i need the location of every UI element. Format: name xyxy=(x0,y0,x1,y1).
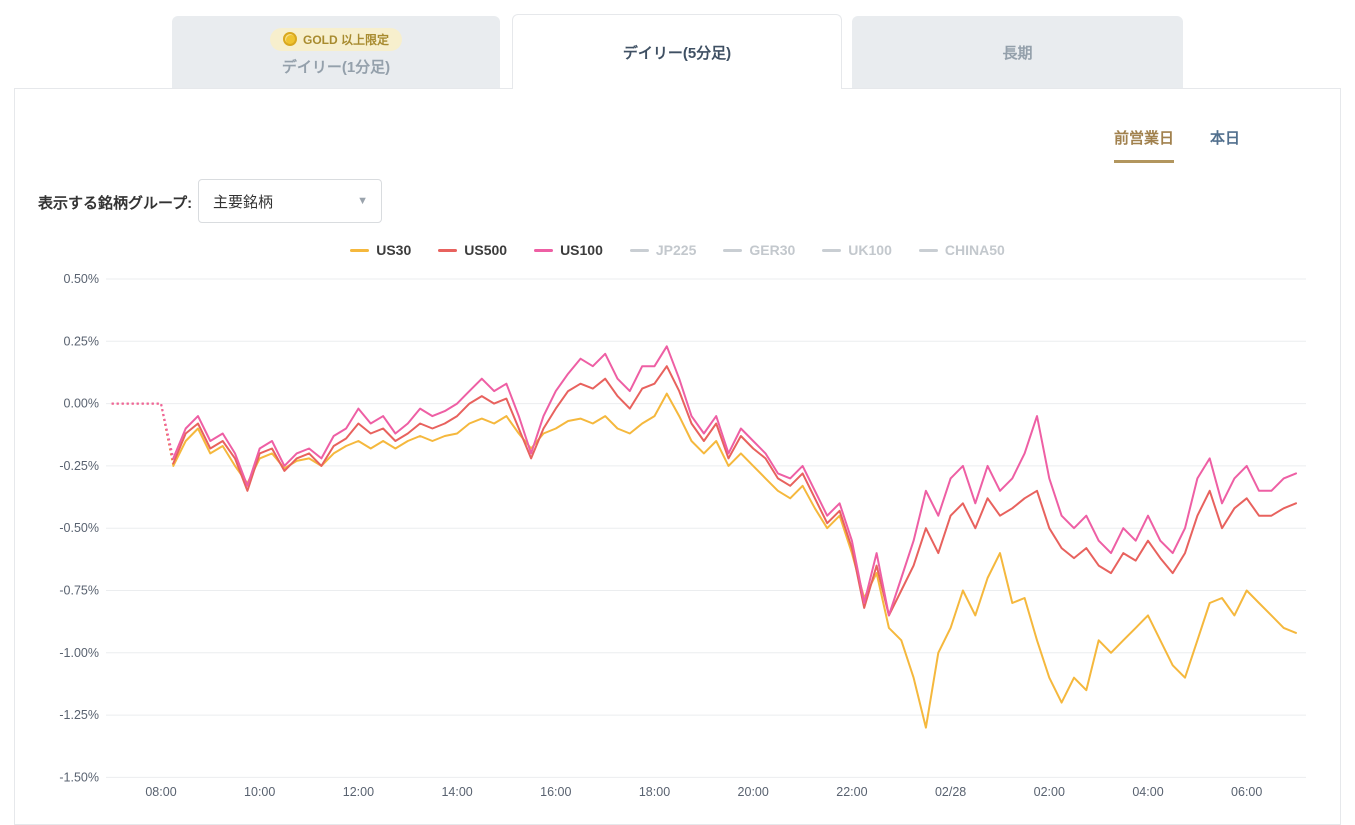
legend-label: CHINA50 xyxy=(944,242,1005,258)
series-dash-icon xyxy=(918,248,938,252)
series-dash-icon xyxy=(350,248,370,252)
x-tick-label: 02/28 xyxy=(935,785,966,799)
gold-badge: GOLD 以上限定 xyxy=(270,27,402,51)
series-dash-icon xyxy=(822,248,842,252)
legend-item-china50[interactable]: CHINA50 xyxy=(918,242,1005,258)
x-tick-label: 02:00 xyxy=(1034,785,1065,799)
x-tick-label: 08:00 xyxy=(145,785,176,799)
series-dash-icon xyxy=(723,248,743,252)
y-tick-label: -0.25% xyxy=(59,459,99,473)
symbol-group-label: 表示する銘柄グループ: xyxy=(38,195,193,212)
x-tick-label: 22:00 xyxy=(836,785,867,799)
x-tick-label: 20:00 xyxy=(738,785,769,799)
today-link[interactable]: 本日 xyxy=(1209,130,1240,147)
series-dash-icon xyxy=(438,248,458,252)
legend-label: US100 xyxy=(560,242,603,258)
tab-daily-1min[interactable]: GOLD 以上限定 デイリー(1分足) xyxy=(172,16,500,88)
x-tick-label: 16:00 xyxy=(540,785,571,799)
series-dash-icon xyxy=(534,248,554,252)
symbol-group-value: 主要銘柄 xyxy=(213,193,274,211)
series-line-us500 xyxy=(172,365,1297,617)
chevron-down-icon: ▼ xyxy=(357,195,368,207)
period-links: 前営業日 本日 xyxy=(1113,127,1240,163)
y-tick-label: -1.00% xyxy=(59,646,99,660)
legend-label: US30 xyxy=(376,242,412,258)
x-tick-label: 04:00 xyxy=(1132,785,1163,799)
series-line-us100 xyxy=(172,345,1297,617)
tab-long-term[interactable]: 長期 xyxy=(852,16,1183,88)
legend-item-us500[interactable]: US500 xyxy=(438,242,507,258)
series-line-us30 xyxy=(172,392,1297,729)
series-line-start-us100 xyxy=(111,402,175,459)
legend-label: GER30 xyxy=(749,242,796,258)
legend-item-uk100[interactable]: UK100 xyxy=(822,242,892,258)
symbol-group-select[interactable]: 主要銘柄 ▼ xyxy=(198,179,382,223)
x-tick-label: 10:00 xyxy=(244,785,275,799)
x-tick-label: 14:00 xyxy=(441,785,472,799)
x-tick-label: 06:00 xyxy=(1231,785,1262,799)
y-tick-label: -1.50% xyxy=(59,770,99,784)
gold-coin-icon xyxy=(283,32,297,46)
tab-daily-5min[interactable]: デイリー(5分足) xyxy=(512,14,842,89)
tab-label: デイリー(5分足) xyxy=(622,44,732,62)
series-line-start-us500 xyxy=(111,402,175,464)
legend-label: US500 xyxy=(464,242,508,258)
legend-item-jp225[interactable]: JP225 xyxy=(629,242,697,258)
legend-label: UK100 xyxy=(848,242,892,258)
gold-badge-label: GOLD 以上限定 xyxy=(303,32,389,47)
legend-label: JP225 xyxy=(655,242,697,258)
y-tick-label: 0.00% xyxy=(64,397,99,411)
y-tick-label: -1.25% xyxy=(59,708,99,722)
tab-label: デイリー(1分足) xyxy=(281,58,391,76)
x-tick-label: 12:00 xyxy=(343,785,374,799)
legend-item-ger30[interactable]: GER30 xyxy=(723,242,795,258)
series-line-start-us30 xyxy=(111,402,175,467)
y-tick-label: 0.25% xyxy=(64,334,99,348)
performance-line-chart: 0.50% 0.25% 0.00% -0.25% -0.50% -0.75% -1.00% -… xyxy=(59,272,1306,799)
legend-item-us100[interactable]: US100 xyxy=(534,242,603,258)
chart-legend: US30 US500 US100 JP225 GER30 UK100 CHINA… xyxy=(15,242,1340,258)
tab-label: 長期 xyxy=(1002,44,1033,62)
series-dash-icon xyxy=(629,248,649,252)
x-tick-label: 18:00 xyxy=(639,785,670,799)
previous-business-day-link[interactable]: 前営業日 xyxy=(1113,127,1174,163)
y-tick-label: -0.50% xyxy=(59,521,99,535)
y-tick-label: 0.50% xyxy=(64,272,99,286)
y-tick-label: -0.75% xyxy=(59,584,99,598)
legend-item-us30[interactable]: US30 xyxy=(350,242,411,258)
chart-panel: 前営業日 本日 表示する銘柄グループ: 主要銘柄 ▼ US30 US500 US… xyxy=(14,88,1341,825)
